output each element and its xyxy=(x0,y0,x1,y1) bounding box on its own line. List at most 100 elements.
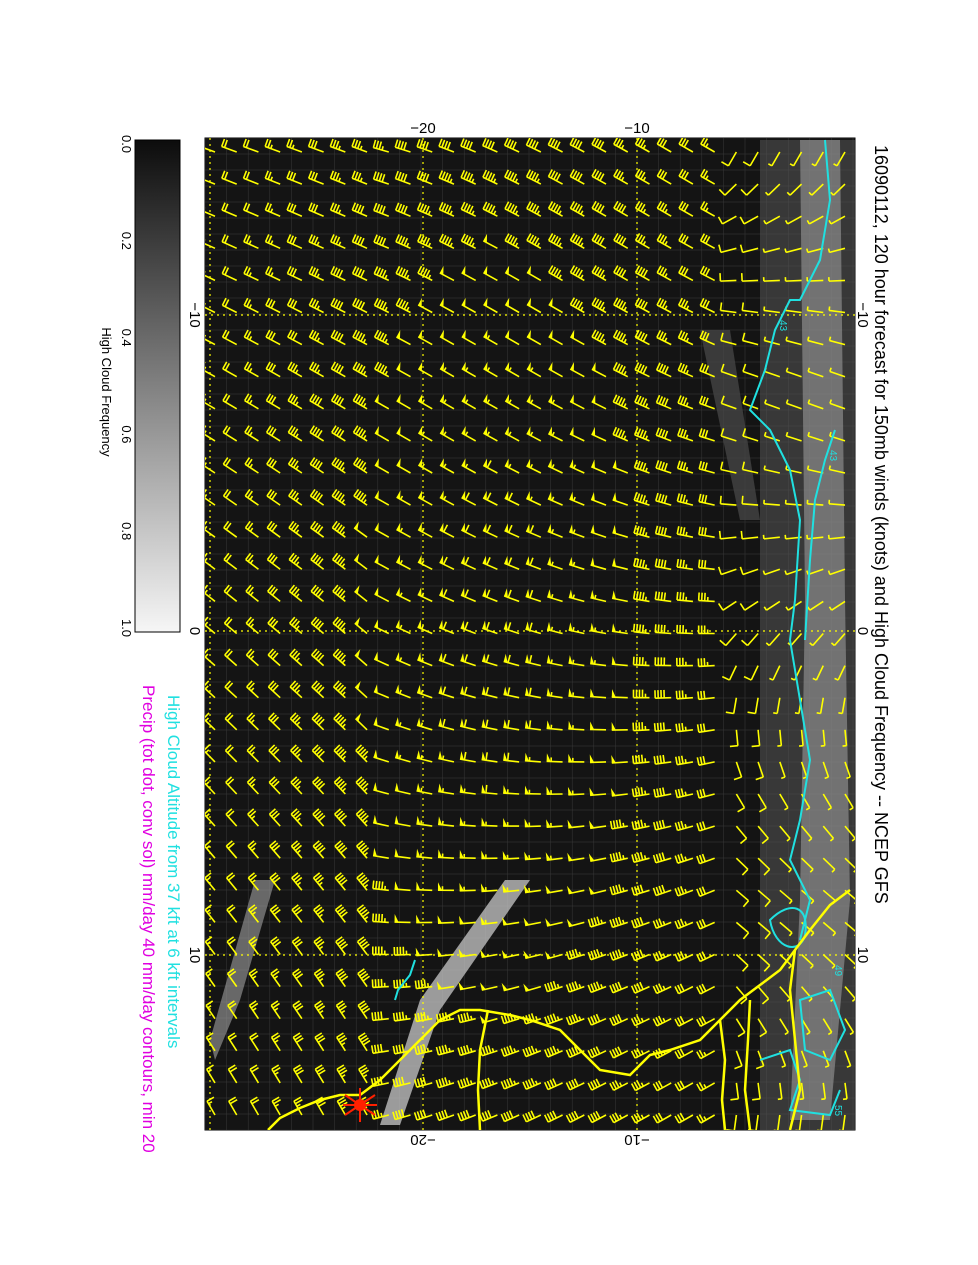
wind-barb xyxy=(287,361,303,378)
wind-barb xyxy=(353,521,368,538)
wind-barb xyxy=(481,817,498,827)
wind-barb xyxy=(612,459,629,474)
wind-barb xyxy=(696,1049,716,1060)
wind-barb xyxy=(630,916,650,929)
wind-barb xyxy=(205,584,216,603)
wind-barb xyxy=(437,915,455,925)
wind-barb xyxy=(355,744,369,763)
wind-barb xyxy=(205,330,216,346)
wind-barb xyxy=(333,776,347,795)
wind-barb xyxy=(719,461,737,474)
wind-barb xyxy=(522,1045,542,1058)
wind-barb xyxy=(842,1082,848,1101)
wind-barb xyxy=(227,1064,238,1084)
wind-barb xyxy=(755,761,765,781)
wind-barb xyxy=(373,297,390,314)
wind-barb xyxy=(290,840,303,859)
wind-barb xyxy=(631,852,650,864)
wind-barb xyxy=(355,808,369,827)
wind-barb xyxy=(757,857,771,876)
wind-barb xyxy=(795,1114,803,1130)
wind-barb xyxy=(374,393,390,410)
wind-barb xyxy=(334,840,348,859)
wind-barb xyxy=(504,523,520,538)
wind-barb xyxy=(438,750,455,763)
wind-barb xyxy=(545,885,563,894)
wind-barb xyxy=(588,853,607,863)
wind-barb xyxy=(525,588,542,603)
wind-barb xyxy=(459,816,476,827)
wind-barb xyxy=(569,265,585,282)
wind-barb xyxy=(568,655,585,667)
wind-barb xyxy=(696,886,715,898)
wind-barb xyxy=(436,981,455,990)
wind-barb xyxy=(721,665,738,681)
wind-barb xyxy=(336,1032,348,1052)
bottom-tick-label: −10 xyxy=(624,1131,649,1148)
wind-barb xyxy=(396,522,411,538)
wind-barb xyxy=(696,1082,716,1092)
wind-barb xyxy=(524,686,542,699)
wind-barb xyxy=(291,936,303,955)
wind-barb xyxy=(757,921,771,940)
wind-barb xyxy=(500,1077,520,1090)
wind-barb xyxy=(224,680,238,699)
wind-barb xyxy=(222,393,238,410)
wind-barb xyxy=(547,201,563,217)
wind-barb xyxy=(414,1011,433,1023)
wind-barb xyxy=(358,1064,370,1084)
wind-barb xyxy=(265,329,281,346)
wind-barb xyxy=(565,981,585,993)
wind-barb xyxy=(308,234,324,250)
wind-barb xyxy=(224,712,238,731)
wind-barb xyxy=(676,558,694,571)
wind-barb xyxy=(478,1045,498,1057)
wind-barb xyxy=(502,884,520,893)
wind-barb xyxy=(779,761,786,780)
wind-barb xyxy=(460,685,476,699)
wind-barb xyxy=(330,297,346,314)
wind-barb xyxy=(372,171,390,185)
wind-barb xyxy=(330,265,346,282)
wind-barb xyxy=(437,882,454,892)
wind-barb xyxy=(482,490,498,506)
wind-barb xyxy=(395,717,411,731)
wind-barb xyxy=(696,1114,716,1124)
wind-barb xyxy=(331,425,346,442)
wind-barb xyxy=(330,329,346,346)
wind-barb xyxy=(335,1000,347,1020)
wind-barb xyxy=(503,588,520,603)
wind-barb xyxy=(828,306,846,314)
wind-barb xyxy=(547,589,563,603)
wind-barb xyxy=(834,665,846,681)
wind-barb xyxy=(779,825,791,842)
bottom-tick-label: −20 xyxy=(410,1131,435,1148)
wind-barb xyxy=(652,918,672,929)
wind-barb xyxy=(308,329,324,346)
wind-barb xyxy=(459,915,476,925)
wind-barb xyxy=(546,621,563,635)
wind-barb xyxy=(222,425,238,442)
wind-barb xyxy=(416,750,433,763)
wind-barb xyxy=(546,720,563,731)
wind-barb xyxy=(437,849,455,859)
wind-barb xyxy=(634,394,650,410)
wind-barb xyxy=(830,632,846,647)
wind-barb xyxy=(630,1080,650,1092)
wind-barb xyxy=(784,499,802,506)
wind-barb xyxy=(545,918,563,927)
wind-barb xyxy=(267,616,281,635)
wind-barb xyxy=(504,458,520,474)
wind-barb xyxy=(372,139,390,153)
wind-barb xyxy=(656,138,672,153)
wind-barb xyxy=(331,488,346,506)
wind-barb xyxy=(844,761,851,780)
wind-barb xyxy=(652,983,672,995)
wind-barb xyxy=(696,853,715,865)
wind-barb xyxy=(779,921,793,937)
wind-barb xyxy=(777,1082,783,1101)
wind-barb xyxy=(460,201,477,217)
wind-barb xyxy=(779,889,793,905)
wind-barb xyxy=(457,1077,476,1089)
